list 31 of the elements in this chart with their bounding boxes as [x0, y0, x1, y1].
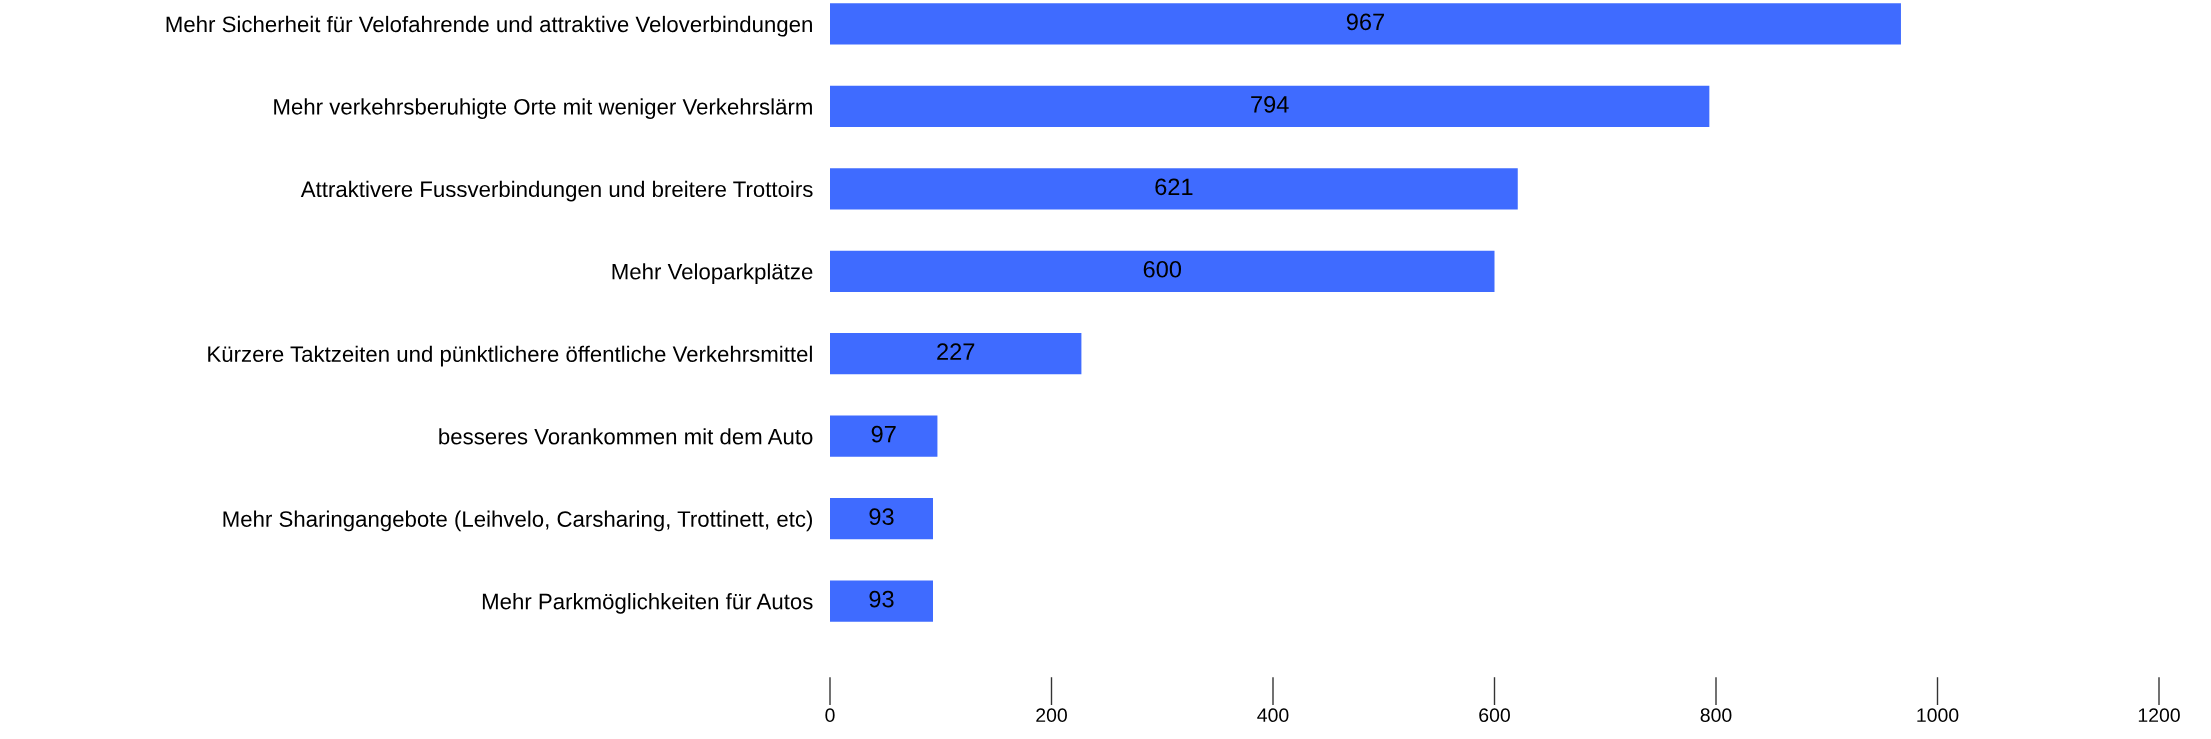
- data-label: 227: [937, 343, 975, 360]
- y-tick-label: Mehr Veloparkplätze: [612, 263, 813, 284]
- data-label: 794: [1251, 95, 1289, 113]
- y-tick-label: Mehr Sicherheit für Velofahrende und attraktive Veloverbindungen: [166, 15, 812, 37]
- bar: [830, 498, 933, 540]
- data-label: 600: [1143, 260, 1182, 278]
- y-tick-label: Attraktivere Fussverbindungen und breitere Trottoirs: [300, 180, 813, 202]
- data-label: 621: [1155, 178, 1193, 196]
- bar: [830, 250, 1495, 292]
- bar: [830, 580, 933, 622]
- bar: [830, 333, 1082, 375]
- x-tick-label: 800: [1700, 708, 1732, 723]
- data-label: 93: [869, 508, 894, 525]
- bar: [830, 415, 938, 457]
- y-tick-label: Mehr Parkmöglichkeiten für Autos: [482, 593, 813, 614]
- bar: [830, 3, 1901, 45]
- y-tick-label: Mehr Sharingangebote (Leihvelo, Carsharing, Trottinett, etc): [223, 510, 812, 532]
- data-label: 93: [869, 590, 894, 608]
- y-tick-label: Kürzere Taktzeiten und pünktlichere öffentliche Verkehrsmittel: [208, 345, 812, 367]
- data-label: 97: [871, 425, 896, 443]
- x-tick-label: 1000: [1917, 708, 1959, 723]
- bar: [830, 168, 1518, 210]
- x-tick-label: 1200: [2138, 708, 2180, 723]
- x-tick-label: 400: [1257, 708, 1289, 723]
- x-tick-label: 600: [1479, 708, 1510, 723]
- x-tick-label: 0: [825, 708, 835, 723]
- x-tick-label: 200: [1036, 708, 1067, 723]
- y-tick-label: Mehr verkehrsberuhigte Orte mit weniger Verkehrslärm: [274, 98, 812, 120]
- bar: [830, 85, 1710, 127]
- y-tick-label: besseres Vorankommen mit dem Auto: [439, 428, 813, 445]
- data-label: 967: [1346, 13, 1384, 31]
